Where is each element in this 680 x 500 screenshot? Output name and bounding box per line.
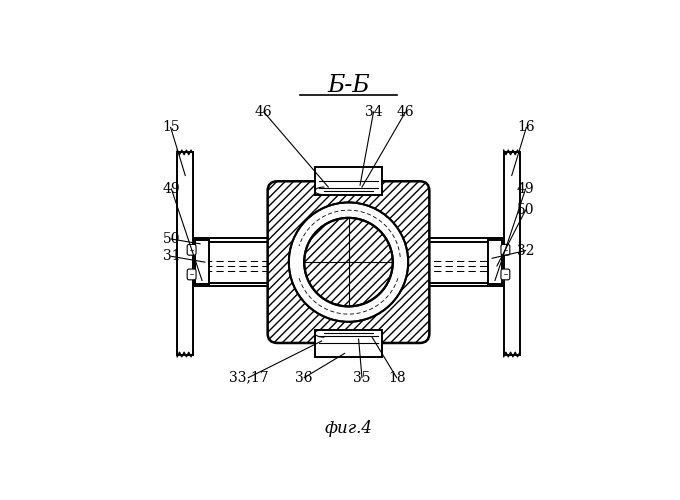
Text: 35: 35 — [353, 370, 371, 384]
Text: 49: 49 — [163, 182, 180, 196]
FancyBboxPatch shape — [187, 269, 196, 280]
Text: 33,17: 33,17 — [228, 370, 268, 384]
Text: 50: 50 — [163, 232, 180, 246]
Text: 34: 34 — [364, 105, 382, 119]
Text: 32: 32 — [517, 244, 534, 258]
FancyBboxPatch shape — [501, 269, 510, 280]
Bar — [315, 167, 382, 195]
Text: 50: 50 — [517, 203, 534, 217]
Text: 49: 49 — [517, 182, 534, 196]
Text: 31: 31 — [163, 250, 180, 264]
Bar — [177, 152, 193, 354]
Text: Б-Б: Б-Б — [327, 74, 370, 96]
Text: 15: 15 — [162, 120, 180, 134]
Text: 36: 36 — [296, 370, 313, 384]
Text: 46: 46 — [396, 105, 414, 119]
Text: 46: 46 — [255, 105, 273, 119]
Circle shape — [289, 202, 408, 322]
Circle shape — [304, 218, 393, 306]
Bar — [504, 152, 520, 354]
FancyBboxPatch shape — [501, 244, 510, 255]
FancyBboxPatch shape — [268, 182, 429, 343]
Bar — [315, 330, 382, 357]
Bar — [195, 240, 209, 284]
Text: 18: 18 — [388, 370, 405, 384]
Text: фиг.4: фиг.4 — [324, 420, 373, 438]
Bar — [488, 240, 502, 284]
Text: 16: 16 — [517, 120, 535, 134]
FancyBboxPatch shape — [187, 244, 196, 255]
